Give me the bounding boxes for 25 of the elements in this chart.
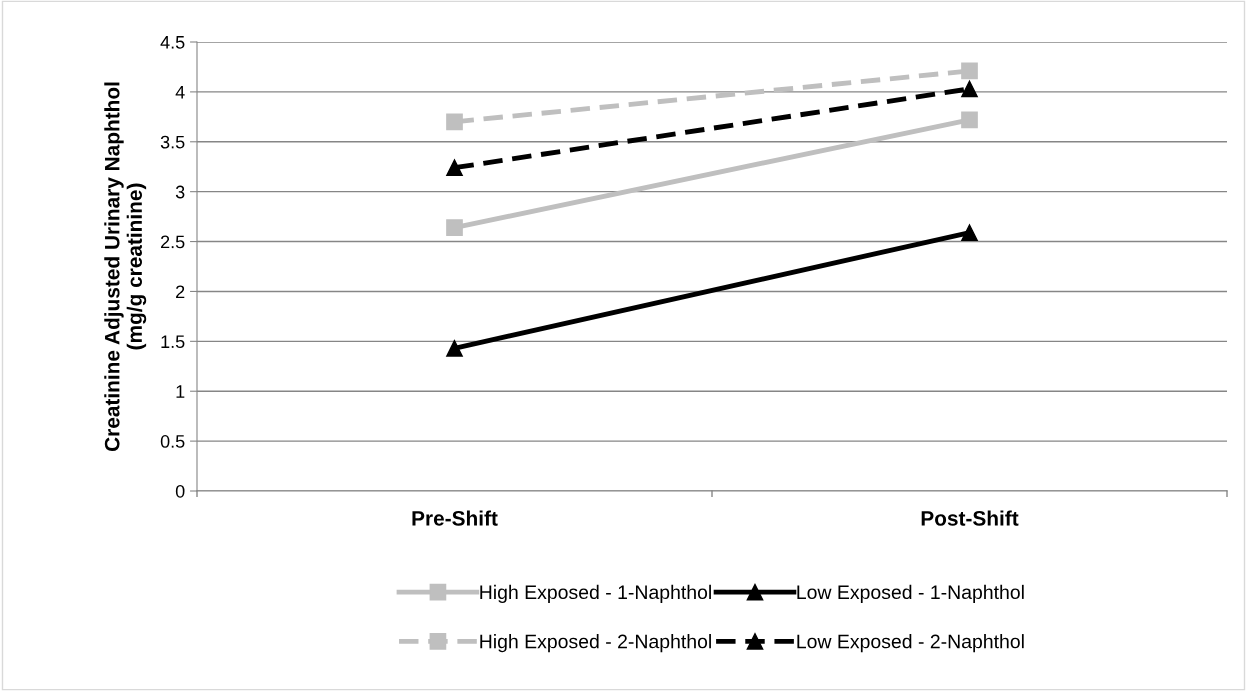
legend-label: Low Exposed - 2-Naphthol (797, 634, 1024, 653)
y-tick-label: 0 (175, 484, 185, 498)
y-axis-title: Creatinine Adjusted Urinary Naphthol (mg/g creatinine) (104, 82, 147, 452)
x-tick-label: Pre-Shift (412, 510, 498, 526)
y-tick-label: 3.5 (160, 135, 185, 149)
point (961, 62, 978, 80)
point (446, 219, 463, 236)
legend-label: High Exposed - 2-Naphthol (480, 634, 711, 653)
legend-label: High Exposed - 1-Naphthol (480, 584, 711, 603)
point (446, 339, 463, 357)
y-tick-label: 2.5 (161, 235, 185, 249)
legend-label: Low Exposed - 1-Naphthol (797, 584, 1024, 603)
y-tick-label: 1.5 (161, 335, 185, 349)
y-tick-label: 1 (176, 385, 185, 398)
y-tick-label: 2 (176, 285, 185, 298)
y-tick-label: 3 (175, 185, 185, 199)
point (961, 111, 978, 129)
point (961, 224, 978, 241)
x-tick-label: Post-Shift (921, 510, 1019, 526)
y-tick-label: 4.5 (160, 36, 185, 49)
point (446, 113, 463, 131)
point (446, 159, 463, 177)
point (961, 80, 978, 98)
y-tick-label: 4 (175, 86, 185, 99)
y-tick-label: 0.5 (160, 435, 185, 448)
